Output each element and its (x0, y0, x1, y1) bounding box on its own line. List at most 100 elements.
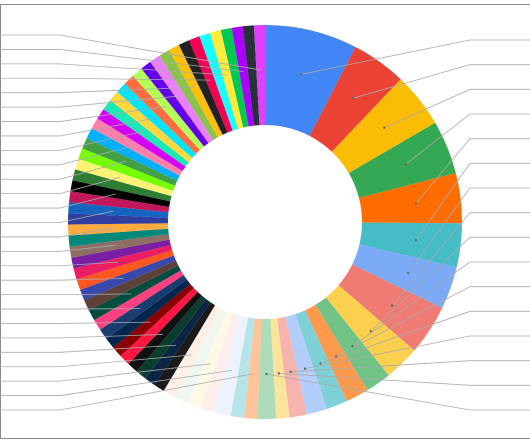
leader-dot (390, 304, 394, 307)
leader-line (335, 286, 530, 357)
leader-line (0, 106, 167, 122)
slice (120, 287, 198, 364)
leader-line (0, 160, 126, 180)
leader-line (0, 277, 124, 281)
leader-line (320, 310, 530, 364)
leader-line (370, 236, 530, 332)
slice (270, 318, 290, 419)
leader-line (352, 261, 530, 347)
leader-line (384, 88, 530, 129)
slice (82, 138, 178, 186)
leader-dot (383, 126, 386, 129)
slice (68, 202, 169, 218)
slice (213, 315, 249, 416)
slice (110, 91, 193, 163)
slice (220, 27, 249, 128)
slice (106, 279, 191, 348)
slice (141, 61, 209, 147)
leader-line (0, 210, 114, 223)
slice (277, 316, 307, 418)
leader-line (0, 354, 192, 368)
leader-dot (351, 96, 355, 100)
leader-line (300, 39, 530, 75)
slice (243, 318, 262, 419)
slice (200, 313, 240, 413)
leader-line (0, 227, 114, 238)
leader-line (305, 335, 530, 370)
leader-line (0, 63, 227, 76)
leader-line (391, 212, 530, 306)
slice (136, 295, 207, 379)
slice (331, 79, 436, 174)
leader-line (0, 86, 195, 94)
leader-line (0, 49, 244, 72)
leader-dot (369, 329, 372, 333)
leader-line (353, 64, 530, 99)
slice (338, 264, 443, 351)
slice (84, 260, 179, 311)
leader-line (415, 162, 530, 241)
leader-line (415, 138, 530, 204)
leader-line (0, 344, 177, 353)
slice (265, 25, 356, 136)
slice (86, 128, 180, 181)
leader-dot (414, 238, 418, 242)
slice (285, 314, 328, 415)
leader-line (0, 95, 180, 108)
leader-line (0, 131, 143, 151)
slice (169, 44, 223, 138)
leader-dot (406, 271, 410, 275)
slice (69, 234, 170, 258)
leader-line (0, 373, 255, 411)
leader-dot (334, 355, 338, 358)
leader-line (278, 372, 530, 386)
slice (68, 228, 169, 247)
slice (73, 244, 173, 280)
slice (199, 32, 238, 131)
slice (94, 270, 184, 330)
leader-line (0, 34, 261, 71)
slice (103, 100, 189, 167)
leader-line (0, 334, 163, 339)
slice (309, 47, 401, 152)
slice (124, 75, 200, 154)
leader-line (266, 373, 530, 411)
leader-line (290, 360, 530, 373)
slice (70, 180, 171, 207)
leader-dot (277, 372, 281, 375)
leader-dot (404, 163, 407, 166)
slice (150, 55, 214, 144)
leader-dot (299, 73, 303, 76)
slice (257, 318, 277, 419)
slice (163, 305, 221, 398)
slice (113, 283, 194, 356)
slice (68, 213, 169, 225)
leader-dot (303, 367, 307, 370)
slice (117, 83, 196, 158)
slice (348, 122, 456, 198)
slice (230, 317, 255, 418)
leader-line (0, 369, 232, 396)
slice (72, 169, 172, 202)
slice (178, 40, 228, 135)
leader-dot (414, 202, 418, 205)
slice (145, 299, 211, 385)
slice (295, 310, 347, 409)
leader-dot (319, 362, 322, 365)
slice (128, 291, 202, 372)
slice (242, 25, 260, 126)
leader-dot (351, 345, 354, 348)
leader-line (0, 145, 134, 166)
slice (305, 304, 368, 402)
slice (78, 148, 176, 191)
slice (76, 250, 174, 290)
leader-line (0, 193, 116, 209)
slice (80, 255, 176, 301)
slice (91, 118, 183, 176)
slice (68, 191, 170, 213)
leader-line (0, 261, 119, 267)
slice (189, 36, 233, 133)
slice (159, 49, 218, 141)
